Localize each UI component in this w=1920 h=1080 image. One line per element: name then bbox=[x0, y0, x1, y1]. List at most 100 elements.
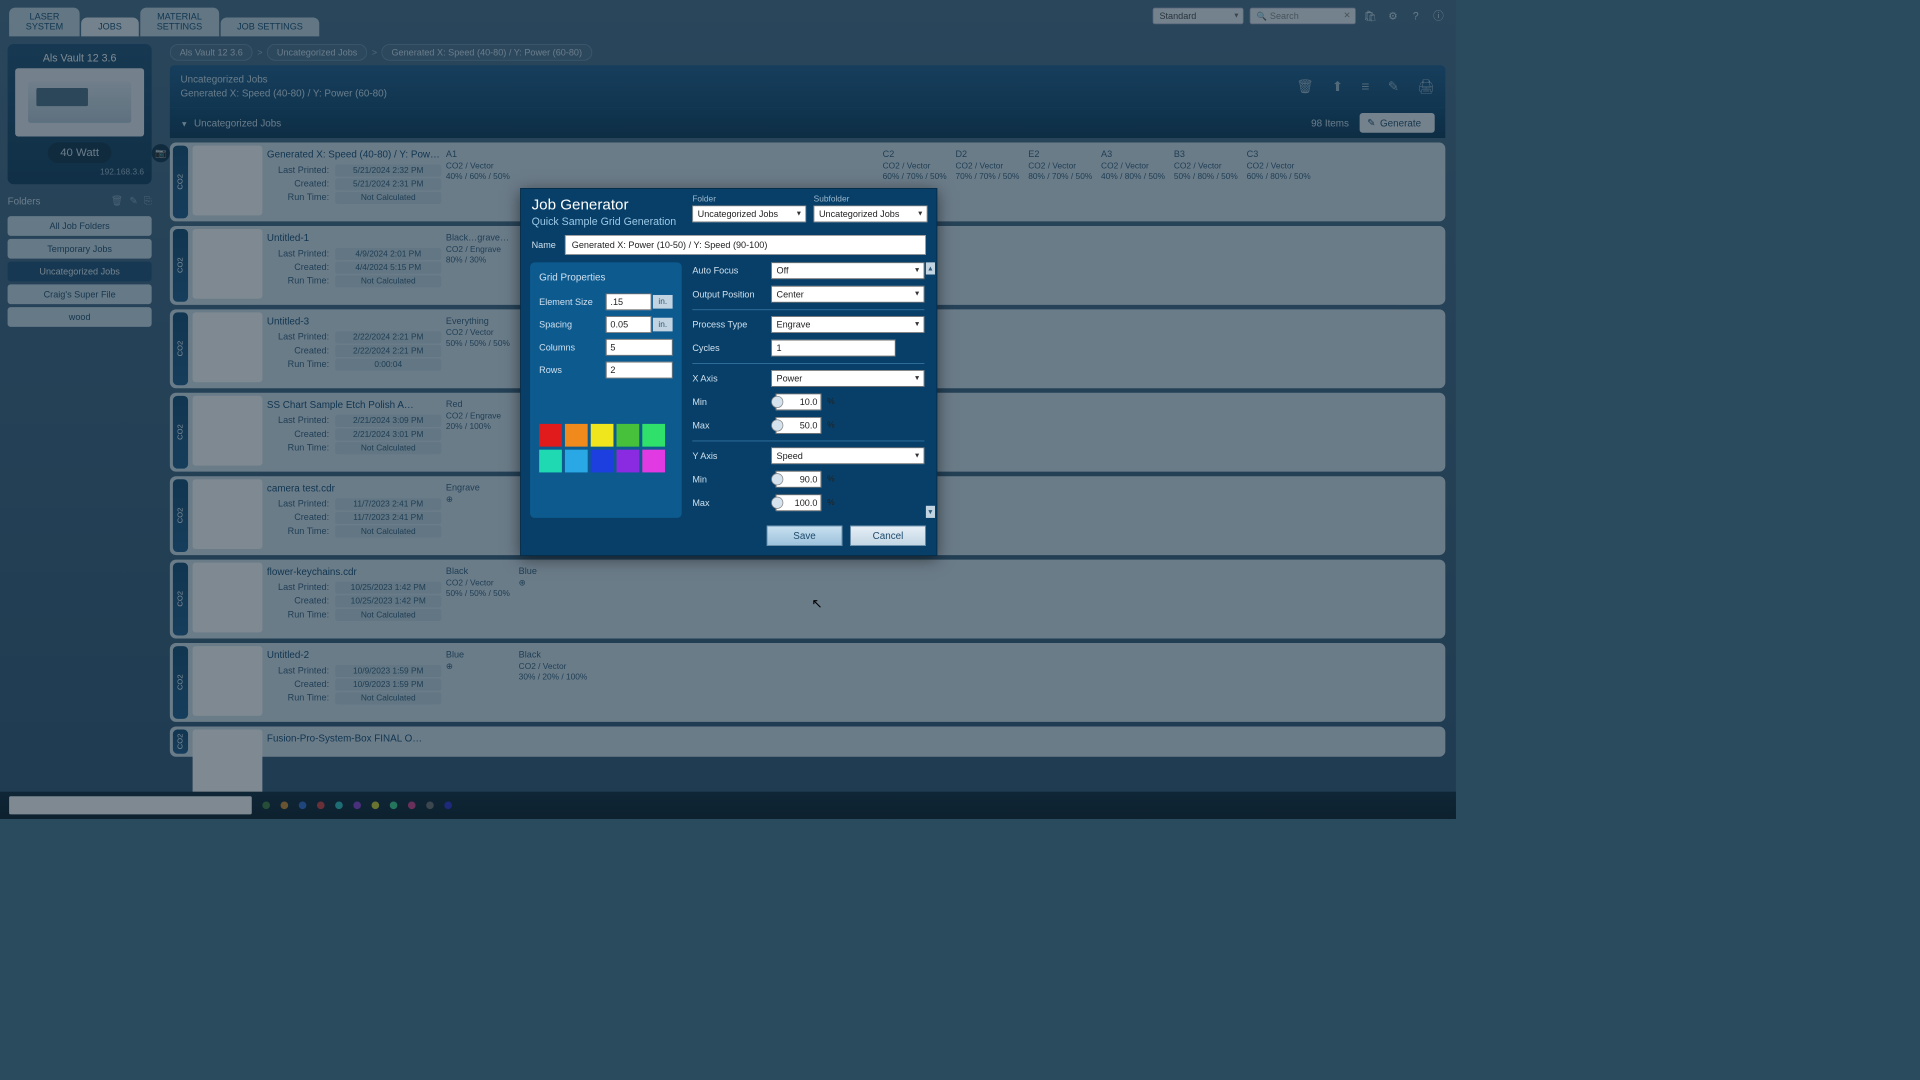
tab-material[interactable]: MATERIAL SETTINGS bbox=[140, 8, 219, 37]
info-icon[interactable]: ⓘ bbox=[1430, 8, 1447, 25]
job-colors: BlackCO2 / Vector50% / 50% / 50%Blue⊕ bbox=[446, 563, 1442, 636]
tab-laser[interactable]: LASER SYSTEM bbox=[9, 8, 80, 37]
delete-folder-icon[interactable]: 🗑 bbox=[111, 195, 124, 207]
color-swatch[interactable] bbox=[539, 424, 562, 447]
autofocus-select[interactable]: Off bbox=[771, 262, 924, 279]
cols-input[interactable] bbox=[606, 339, 673, 356]
mode-select[interactable]: Standard bbox=[1153, 8, 1244, 25]
cols-label: Columns bbox=[539, 342, 606, 353]
ymax-label: Max bbox=[692, 497, 771, 508]
color-swatch[interactable] bbox=[616, 424, 639, 447]
xmax-label: Max bbox=[692, 420, 771, 431]
subfolder-label: Subfolder bbox=[814, 195, 928, 204]
color-swatch[interactable] bbox=[591, 424, 614, 447]
taskbar-item[interactable] bbox=[444, 802, 452, 810]
pct: % bbox=[827, 397, 834, 406]
taskbar-item[interactable] bbox=[372, 802, 380, 810]
taskbar-item[interactable] bbox=[335, 802, 343, 810]
device-name: Als Vault 12 3.6 bbox=[15, 52, 144, 64]
folder-item[interactable]: Craig's Super File bbox=[8, 284, 152, 304]
section-name: Uncategorized Jobs bbox=[194, 117, 281, 128]
color-swatch[interactable] bbox=[565, 450, 588, 473]
folder-item[interactable]: Temporary Jobs bbox=[8, 239, 152, 259]
title-bar: Uncategorized Jobs Generated X: Speed (4… bbox=[170, 65, 1445, 107]
subfolder-select[interactable]: Uncategorized Jobs bbox=[814, 205, 928, 222]
taskbar-item[interactable] bbox=[390, 802, 398, 810]
search-input[interactable]: Search bbox=[1250, 8, 1356, 25]
tab-jobs[interactable]: JOBS bbox=[81, 17, 138, 36]
device-card: Als Vault 12 3.6 40 Watt 📷 192.168.3.6 bbox=[8, 44, 152, 184]
color-swatch[interactable] bbox=[539, 450, 562, 473]
cycles-input[interactable] bbox=[771, 340, 895, 357]
job-row[interactable]: CO2 Fusion-Pro-System-Box FINAL O… bbox=[170, 726, 1445, 756]
item-count: 98 Items bbox=[1311, 117, 1349, 128]
grid-title: Grid Properties bbox=[539, 271, 672, 282]
folder-item[interactable]: wood bbox=[8, 307, 152, 327]
delete-icon[interactable]: 🗑 bbox=[1296, 78, 1313, 94]
pct3: % bbox=[827, 475, 834, 484]
print-icon[interactable]: 🖨 bbox=[1417, 78, 1434, 94]
color-swatch[interactable] bbox=[616, 450, 639, 473]
edit-folder-icon[interactable]: ✎ bbox=[129, 195, 137, 207]
yaxis-select[interactable]: Speed bbox=[771, 447, 924, 464]
job-name: Generated X: Speed (40-80) / Y: Power (6… bbox=[267, 149, 441, 160]
scroll-up[interactable]: ▲ bbox=[926, 262, 935, 274]
job-tag: CO2 bbox=[173, 563, 188, 636]
job-name: camera test.cdr bbox=[267, 482, 441, 493]
scroll-down[interactable]: ▼ bbox=[926, 506, 935, 518]
spacing-input[interactable] bbox=[606, 316, 651, 333]
align-icon[interactable]: ≡ bbox=[1362, 78, 1370, 94]
generate-button[interactable]: Generate bbox=[1360, 113, 1435, 133]
folders-header: Folders bbox=[8, 195, 41, 206]
tab-jobsettings[interactable]: JOB SETTINGS bbox=[220, 17, 319, 36]
elsize-label: Element Size bbox=[539, 296, 606, 307]
taskbar-item[interactable] bbox=[426, 802, 434, 810]
camera-icon[interactable]: 📷 bbox=[152, 144, 170, 162]
job-thumbnail bbox=[193, 229, 263, 299]
breadcrumb-item[interactable]: Als Vault 12 3.6 bbox=[170, 44, 253, 61]
help-icon[interactable]: ? bbox=[1407, 8, 1424, 25]
device-ip: 192.168.3.6 bbox=[15, 168, 144, 177]
breadcrumb-item[interactable]: Uncategorized Jobs bbox=[267, 44, 367, 61]
xaxis-label: X Axis bbox=[692, 373, 771, 384]
taskbar-item[interactable] bbox=[262, 802, 270, 810]
job-thumbnail bbox=[193, 729, 263, 799]
settings-panel: Auto FocusOff Output PositionCenter Proc… bbox=[689, 262, 927, 518]
folder-item[interactable]: All Job Folders bbox=[8, 216, 152, 236]
taskbar-item[interactable] bbox=[408, 802, 416, 810]
job-colors bbox=[446, 729, 1442, 753]
elsize-input[interactable] bbox=[606, 293, 651, 310]
upload-icon[interactable]: ⬆ bbox=[1332, 78, 1343, 94]
job-name: Untitled-2 bbox=[267, 649, 441, 660]
job-name: Fusion-Pro-System-Box FINAL O… bbox=[267, 733, 441, 744]
save-button[interactable]: Save bbox=[767, 526, 843, 546]
job-row[interactable]: CO2 flower-keychains.cdr Last Printed:10… bbox=[170, 560, 1445, 639]
folder-item[interactable]: Uncategorized Jobs bbox=[8, 262, 152, 282]
ptype-select[interactable]: Engrave bbox=[771, 316, 924, 333]
folder-select[interactable]: Uncategorized Jobs bbox=[692, 205, 806, 222]
xmin-label: Min bbox=[692, 397, 771, 408]
color-swatch[interactable] bbox=[642, 450, 665, 473]
rows-input[interactable] bbox=[606, 362, 673, 379]
breadcrumb-item[interactable]: Generated X: Speed (40-80) / Y: Power (6… bbox=[382, 44, 592, 61]
job-thumbnail bbox=[193, 146, 263, 216]
taskbar-item[interactable] bbox=[299, 802, 307, 810]
xaxis-select[interactable]: Power bbox=[771, 370, 924, 387]
taskbar-item[interactable] bbox=[353, 802, 361, 810]
edit-icon[interactable]: ✎ bbox=[1388, 78, 1399, 94]
add-folder-icon[interactable]: ⎘ bbox=[144, 195, 152, 207]
cart-icon[interactable]: 🛍 bbox=[1362, 8, 1379, 25]
color-swatch[interactable] bbox=[565, 424, 588, 447]
color-swatch[interactable] bbox=[642, 424, 665, 447]
taskbar-item[interactable] bbox=[317, 802, 325, 810]
rows-label: Rows bbox=[539, 365, 606, 376]
job-thumbnail bbox=[193, 312, 263, 382]
taskbar-item[interactable] bbox=[281, 802, 289, 810]
outpos-select[interactable]: Center bbox=[771, 286, 924, 303]
job-row[interactable]: CO2 Untitled-2 Last Printed:10/9/2023 1:… bbox=[170, 643, 1445, 722]
cancel-button[interactable]: Cancel bbox=[850, 526, 926, 546]
job-tag: CO2 bbox=[173, 729, 188, 753]
name-input[interactable] bbox=[565, 235, 926, 255]
gear-icon[interactable]: ⚙ bbox=[1385, 8, 1402, 25]
color-swatch[interactable] bbox=[591, 450, 614, 473]
